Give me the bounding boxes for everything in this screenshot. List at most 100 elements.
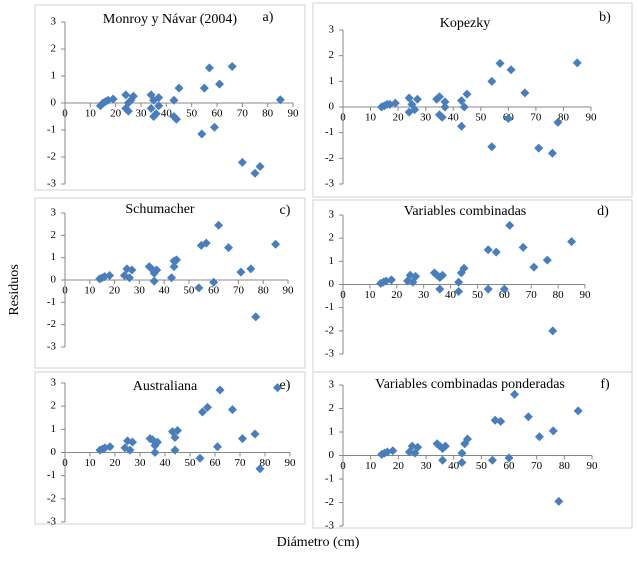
point [542,255,552,265]
point [105,442,115,452]
point [151,109,161,119]
y-tick-label: 1 [329,75,335,87]
point [495,58,505,68]
point [213,442,222,452]
point [123,106,133,116]
x-tick-label: 50 [186,108,198,120]
point [227,62,237,72]
y-tick-label: -2 [325,152,334,164]
y-tick-label: -1 [325,126,334,138]
panel-frame [34,371,306,525]
panel-frame [312,199,633,373]
point [437,112,447,122]
x-tick-label: 90 [587,460,599,472]
x-tick-label: 60 [504,460,516,472]
point [251,312,261,322]
y-tick-label: 1 [329,255,335,267]
x-tick-label: 50 [472,289,484,301]
x-tick-label: 70 [526,289,538,301]
point [170,445,180,455]
point [456,96,466,106]
point [554,496,564,506]
point [487,76,497,86]
point [573,406,583,416]
x-tick-label: 40 [448,112,460,124]
point [204,63,214,73]
x-tick-label: 0 [62,285,68,297]
x-tick-label: 50 [183,285,195,297]
point [456,121,466,131]
panel-frame [34,4,306,191]
point [174,83,184,93]
x-tick-label: 70 [531,460,543,472]
x-tick-label: 40 [448,460,460,472]
point [167,273,177,283]
point [457,458,467,468]
point [437,270,447,280]
y-tick-label: 2 [51,43,57,55]
x-tick-label: 70 [237,108,249,120]
y-tick-label: 0 [51,446,57,458]
point [459,102,469,112]
point [169,95,179,105]
y-tick-label: -1 [47,469,56,481]
y-tick-label: 2 [329,49,335,61]
y-tick-label: 3 [51,377,57,389]
panel-letter: b) [599,10,611,25]
x-tick-label: 80 [260,457,272,469]
point [440,102,450,112]
point [487,142,497,152]
point [124,273,134,283]
point [171,114,181,124]
point [237,157,247,167]
y-tick-label: 0 [51,97,57,109]
y-tick-label: -3 [325,520,335,532]
y-tick-label: 2 [329,232,335,244]
point [438,455,448,465]
panel-frame [312,371,633,529]
x-tick-label: 90 [283,285,295,297]
point [567,237,577,247]
point [404,93,414,103]
point [487,455,497,465]
point [209,122,219,132]
y-axis-label: Residuos [7,264,22,315]
point [459,263,469,273]
point [505,220,515,230]
x-tick-label: 80 [258,285,270,297]
panel-letter: c) [280,203,291,218]
point [214,220,224,230]
point [454,277,464,287]
y-tick-label: -3 [47,178,57,190]
point [548,326,558,336]
point [150,448,160,457]
y-tick-label: -3 [47,341,57,353]
x-tick-label: 10 [84,285,96,297]
y-tick-label: 0 [51,274,57,286]
x-tick-label: 20 [393,112,405,124]
x-tick-label: 30 [134,285,146,297]
x-tick-label: 70 [235,457,247,469]
point [463,434,472,444]
y-tick-label: 3 [51,207,57,219]
point [390,98,400,108]
point [271,239,281,249]
x-tick-label: 80 [262,108,274,120]
point [201,238,211,248]
x-tick-label: 20 [110,108,122,120]
panel-frame [312,2,633,198]
panel-letter: f) [600,377,610,392]
point [273,383,282,393]
x-tick-label: 60 [210,457,222,469]
x-tick-label: 50 [185,457,197,469]
point [457,448,467,458]
y-tick-label: 1 [329,426,335,438]
point [172,255,181,265]
panel-title: Variables combinadas ponderadas [375,377,565,392]
x-tick-label: 70 [233,285,245,297]
point [125,445,135,455]
y-tick-label: -2 [325,496,334,508]
x-tick-label: 20 [110,457,122,469]
y-tick-label: 2 [51,400,57,412]
point [146,103,156,113]
